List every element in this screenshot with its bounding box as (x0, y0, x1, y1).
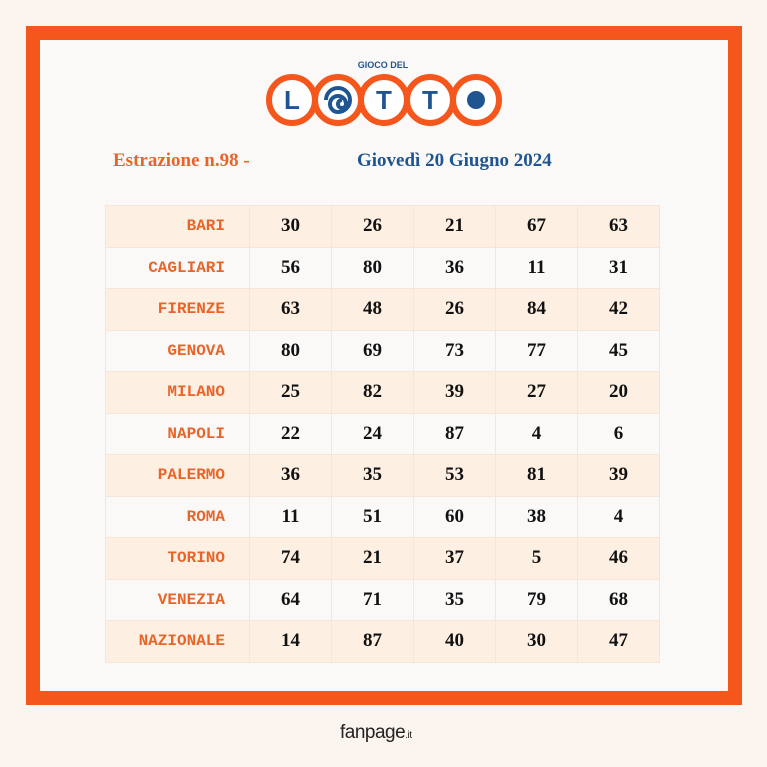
number: 39 (413, 371, 496, 414)
city: VENEZIA (105, 578, 250, 621)
table-row: FIRENZE 63 48 26 84 42 (105, 288, 660, 331)
number: 80 (331, 246, 414, 289)
number: 21 (331, 537, 414, 580)
number: 36 (413, 246, 496, 289)
number: 30 (249, 205, 332, 248)
city: ROMA (105, 495, 250, 538)
draw-date: Giovedì 20 Giugno 2024 (357, 150, 552, 171)
number: 56 (249, 246, 332, 289)
number: 53 (413, 454, 496, 497)
city: BARI (105, 205, 250, 248)
number: 51 (331, 495, 414, 538)
number: 60 (413, 495, 496, 538)
table-row: BARI 30 26 21 67 63 (105, 205, 660, 248)
number: 22 (249, 412, 332, 455)
number: 77 (495, 329, 578, 372)
city: NAZIONALE (105, 620, 250, 663)
brand: fanpage (340, 722, 406, 743)
number: 5 (495, 537, 578, 580)
number: 64 (249, 578, 332, 621)
table-row: CAGLIARI 56 80 36 11 31 (105, 246, 660, 289)
number: 20 (577, 371, 660, 414)
number: 31 (577, 246, 660, 289)
lotto-logo: GIOCO DEL L T T (266, 60, 502, 126)
number: 84 (495, 288, 578, 331)
number: 63 (249, 288, 332, 331)
city: TORINO (105, 537, 250, 580)
city: NAPOLI (105, 412, 250, 455)
city: PALERMO (105, 454, 250, 497)
number: 67 (495, 205, 578, 248)
number: 37 (413, 537, 496, 580)
number: 45 (577, 329, 660, 372)
table-row: ROMA 11 51 60 38 4 (105, 495, 660, 538)
number: 71 (331, 578, 414, 621)
results-table: BARI 30 26 21 67 63 CAGLIARI 56 80 36 11 31 FIRENZE 6… (105, 205, 660, 663)
city: MILANO (105, 371, 250, 414)
footer: fanpage.it (340, 722, 412, 744)
number: 21 (413, 205, 496, 248)
number: 87 (413, 412, 496, 455)
number: 74 (249, 537, 332, 580)
number: 27 (495, 371, 578, 414)
number: 73 (413, 329, 496, 372)
logo-letter: T (422, 85, 438, 115)
number: 25 (249, 371, 332, 414)
number: 4 (495, 412, 578, 455)
number: 47 (577, 620, 660, 663)
table-row: NAZIONALE 14 87 40 30 47 (105, 620, 660, 663)
number: 46 (577, 537, 660, 580)
number: 69 (331, 329, 414, 372)
number: 14 (249, 620, 332, 663)
number: 63 (577, 205, 660, 248)
number: 38 (495, 495, 578, 538)
number: 26 (413, 288, 496, 331)
table-row: PALERMO 36 35 53 81 39 (105, 454, 660, 497)
number: 26 (331, 205, 414, 248)
number: 68 (577, 578, 660, 621)
number: 35 (331, 454, 414, 497)
number: 40 (413, 620, 496, 663)
table-row: MILANO 25 82 39 27 20 (105, 371, 660, 414)
logo-letter: T (376, 85, 392, 115)
number: 4 (577, 495, 660, 538)
city: GENOVA (105, 329, 250, 372)
number: 36 (249, 454, 332, 497)
table-row: NAPOLI 22 24 87 4 6 (105, 412, 660, 455)
city: FIRENZE (105, 288, 250, 331)
table-row: GENOVA 80 69 73 77 45 (105, 329, 660, 372)
logo-subtitle: GIOCO DEL (358, 60, 409, 70)
number: 6 (577, 412, 660, 455)
number: 35 (413, 578, 496, 621)
table-row: VENEZIA 64 71 35 79 68 (105, 578, 660, 621)
number: 80 (249, 329, 332, 372)
draw-number: Estrazione n.98 - (113, 150, 250, 171)
number: 82 (331, 371, 414, 414)
number: 39 (577, 454, 660, 497)
logo-circles (266, 74, 502, 126)
number: 42 (577, 288, 660, 331)
number: 11 (249, 495, 332, 538)
number: 30 (495, 620, 578, 663)
number: 48 (331, 288, 414, 331)
table-row: TORINO 74 21 37 5 46 (105, 537, 660, 580)
number: 81 (495, 454, 578, 497)
brand-suffix: .it (405, 730, 412, 741)
city: CAGLIARI (105, 246, 250, 289)
number: 24 (331, 412, 414, 455)
number: 87 (331, 620, 414, 663)
number: 79 (495, 578, 578, 621)
logo-letter: L (284, 85, 300, 115)
number: 11 (495, 246, 578, 289)
